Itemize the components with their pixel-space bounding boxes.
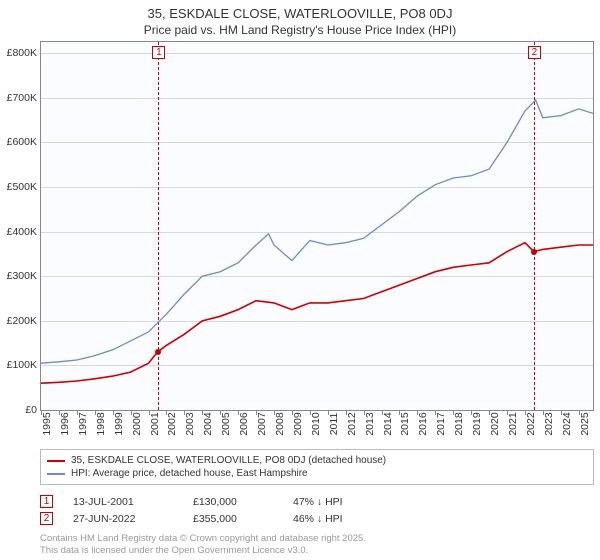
sales-hpi: 46% ↓ HPI bbox=[293, 513, 393, 525]
sales-date: 13-JUL-2001 bbox=[73, 496, 173, 508]
x-axis-label: 2014 bbox=[382, 412, 394, 435]
x-axis-label: 2000 bbox=[131, 412, 143, 435]
y-axis-label: £500K bbox=[7, 181, 37, 193]
chart-title: 35, ESKDALE CLOSE, WATERLOOVILLE, PO8 0D… bbox=[0, 0, 600, 21]
x-axis-label: 2005 bbox=[220, 412, 232, 435]
x-axis-label: 2012 bbox=[346, 412, 358, 435]
sale-marker-dot bbox=[531, 249, 537, 255]
legend-swatch bbox=[47, 473, 65, 475]
sales-table: 1 13-JUL-2001 £130,000 47% ↓ HPI 2 27-JUN-202… bbox=[40, 493, 594, 527]
y-gridline bbox=[41, 142, 593, 143]
y-gridline bbox=[41, 53, 593, 54]
y-gridline bbox=[41, 365, 593, 366]
x-axis-label: 2015 bbox=[399, 412, 411, 435]
x-axis-label: 1995 bbox=[41, 412, 53, 435]
x-axis-label: 2006 bbox=[238, 412, 250, 435]
sale-marker-badge: 2 bbox=[528, 46, 541, 59]
sales-price: £130,000 bbox=[193, 496, 273, 508]
x-axis-label: 2020 bbox=[489, 412, 501, 435]
x-axis-label: 2008 bbox=[274, 412, 286, 435]
footnote-line: Contains HM Land Registry data © Crown c… bbox=[40, 533, 594, 545]
y-axis-label: £0 bbox=[25, 404, 37, 416]
sales-badge: 1 bbox=[40, 495, 53, 508]
y-gridline bbox=[41, 276, 593, 277]
sales-row: 2 27-JUN-2022 £355,000 46% ↓ HPI bbox=[40, 510, 594, 527]
sales-date: 27-JUN-2022 bbox=[73, 513, 173, 525]
x-axis-label: 2010 bbox=[310, 412, 322, 435]
sale-marker-line bbox=[534, 42, 535, 410]
x-axis-label: 2003 bbox=[184, 412, 196, 435]
legend-label: HPI: Average price, detached house, East… bbox=[71, 468, 308, 479]
sale-marker-dot bbox=[155, 349, 161, 355]
y-gridline bbox=[41, 187, 593, 188]
y-gridline bbox=[41, 98, 593, 99]
y-axis-label: £600K bbox=[7, 136, 37, 148]
legend: 35, ESKDALE CLOSE, WATERLOOVILLE, PO8 0D… bbox=[40, 449, 594, 485]
x-axis-label: 2018 bbox=[453, 412, 465, 435]
x-axis-label: 1996 bbox=[59, 412, 71, 435]
x-axis-label: 2002 bbox=[166, 412, 178, 435]
x-axis-label: 2022 bbox=[525, 412, 537, 435]
x-axis-label: 2017 bbox=[435, 412, 447, 435]
x-axis-label: 2021 bbox=[507, 412, 519, 435]
sales-price: £355,000 bbox=[193, 513, 273, 525]
footnote-line: This data is licensed under the Open Gov… bbox=[40, 545, 594, 557]
y-gridline bbox=[41, 232, 593, 233]
y-axis-label: £400K bbox=[7, 226, 37, 238]
x-axis-label: 2023 bbox=[543, 412, 555, 435]
x-axis-label: 2024 bbox=[561, 412, 573, 435]
x-axis-label: 2007 bbox=[256, 412, 268, 435]
legend-item: 35, ESKDALE CLOSE, WATERLOOVILLE, PO8 0D… bbox=[47, 454, 587, 467]
x-axis-label: 1999 bbox=[113, 412, 125, 435]
y-axis-label: £300K bbox=[7, 270, 37, 282]
x-axis-label: 2019 bbox=[471, 412, 483, 435]
y-axis-label: £700K bbox=[7, 92, 37, 104]
y-gridline bbox=[41, 321, 593, 322]
y-axis-label: £100K bbox=[7, 359, 37, 371]
chart-subtitle: Price paid vs. HM Land Registry's House … bbox=[0, 21, 600, 41]
y-axis-label: £800K bbox=[7, 47, 37, 59]
sales-hpi: 47% ↓ HPI bbox=[293, 496, 393, 508]
x-axis-label: 2004 bbox=[202, 412, 214, 435]
x-axis-label: 1997 bbox=[77, 412, 89, 435]
x-axis-label: 2016 bbox=[417, 412, 429, 435]
sales-row: 1 13-JUL-2001 £130,000 47% ↓ HPI bbox=[40, 493, 594, 510]
x-axis-label: 2009 bbox=[292, 412, 304, 435]
y-axis-label: £200K bbox=[7, 315, 37, 327]
x-axis-label: 2001 bbox=[149, 412, 161, 435]
x-axis-label: 2025 bbox=[579, 412, 591, 435]
x-axis-label: 2013 bbox=[364, 412, 376, 435]
legend-label: 35, ESKDALE CLOSE, WATERLOOVILLE, PO8 0D… bbox=[71, 455, 386, 466]
x-axis-label: 1998 bbox=[95, 412, 107, 435]
series-line-price_paid bbox=[41, 243, 593, 384]
legend-item: HPI: Average price, detached house, East… bbox=[47, 467, 587, 480]
footnote: Contains HM Land Registry data © Crown c… bbox=[40, 533, 594, 558]
sales-badge: 2 bbox=[40, 512, 53, 525]
x-axis-label: 2011 bbox=[328, 413, 340, 436]
sale-marker-badge: 1 bbox=[152, 46, 165, 59]
legend-swatch bbox=[47, 460, 65, 462]
chart-plot-area: £0£100K£200K£300K£400K£500K£600K£700K£80… bbox=[40, 41, 594, 411]
